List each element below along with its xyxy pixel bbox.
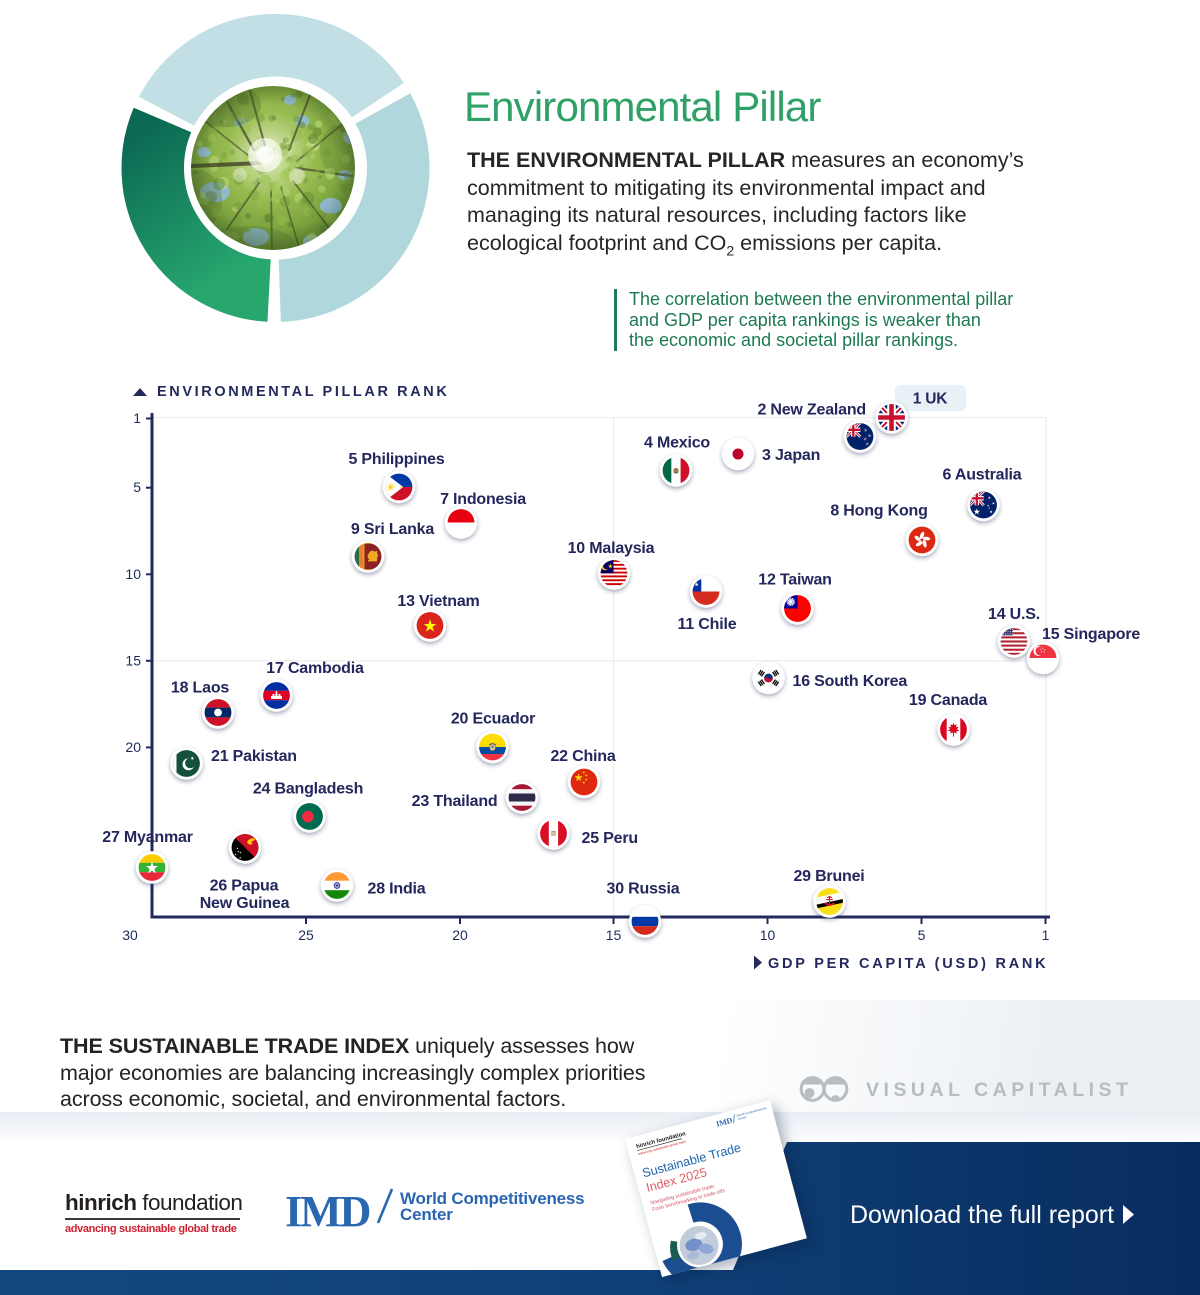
svg-text:16 South Korea: 16 South Korea [793, 673, 908, 690]
svg-text:29 Brunei: 29 Brunei [793, 868, 864, 885]
svg-text:5 Philippines: 5 Philippines [348, 451, 444, 468]
svg-text:15: 15 [125, 652, 141, 668]
svg-text:1: 1 [133, 410, 141, 426]
svg-text:2 New Zealand: 2 New Zealand [757, 402, 866, 419]
svg-text:6 Australia: 6 Australia [942, 467, 1021, 484]
svg-text:22 China: 22 China [550, 748, 615, 765]
svg-text:21 Pakistan: 21 Pakistan [211, 748, 297, 765]
svg-text:27 Myanmar: 27 Myanmar [102, 829, 193, 846]
svg-text:GDP PER CAPITA (USD) RANK: GDP PER CAPITA (USD) RANK [768, 956, 1048, 972]
svg-text:4 Mexico: 4 Mexico [644, 435, 710, 452]
svg-text:18 Laos: 18 Laos [171, 680, 229, 697]
svg-text:25 Peru: 25 Peru [582, 830, 638, 847]
svg-text:ENVIRONMENTAL PILLAR RANK: ENVIRONMENTAL PILLAR RANK [157, 384, 449, 400]
svg-text:20 Ecuador: 20 Ecuador [451, 711, 535, 728]
svg-text:25: 25 [298, 927, 314, 943]
svg-text:11 Chile: 11 Chile [678, 616, 737, 633]
svg-text:Download the full report: Download the full report [850, 1201, 1114, 1229]
svg-text:14 U.S.: 14 U.S. [988, 606, 1040, 623]
svg-text:12 Taiwan: 12 Taiwan [758, 572, 832, 589]
svg-text:1: 1 [1042, 927, 1050, 943]
svg-text:17 Cambodia: 17 Cambodia [266, 660, 364, 677]
svg-text:1 UK: 1 UK [913, 391, 949, 408]
svg-text:10 Malaysia: 10 Malaysia [568, 540, 655, 557]
svg-text:5: 5 [918, 927, 926, 943]
svg-text:8 Hong Kong: 8 Hong Kong [830, 503, 927, 520]
svg-text:9 Sri Lanka: 9 Sri Lanka [351, 521, 434, 538]
svg-text:Center: Center [737, 1115, 747, 1121]
svg-text:13 Vietnam: 13 Vietnam [397, 593, 479, 610]
svg-text:VISUAL CAPITALIST: VISUAL CAPITALIST [866, 1079, 1132, 1101]
svg-text:15: 15 [606, 927, 622, 943]
svg-text:30: 30 [122, 927, 138, 943]
svg-text:20: 20 [452, 927, 468, 943]
svg-text:10: 10 [760, 927, 776, 943]
svg-text:World Competitiveness: World Competitiveness [736, 1106, 767, 1118]
svg-text:15 Singapore: 15 Singapore [1042, 626, 1140, 643]
svg-text:10: 10 [125, 566, 141, 582]
svg-text:26 Papua: 26 Papua [210, 878, 279, 895]
svg-text:19 Canada: 19 Canada [909, 692, 988, 709]
svg-text:30 Russia: 30 Russia [607, 881, 680, 898]
svg-text:20: 20 [125, 739, 141, 755]
svg-text:New Guinea: New Guinea [200, 895, 290, 912]
svg-text:7 Indonesia: 7 Indonesia [440, 491, 526, 508]
svg-text:28 India: 28 India [368, 881, 426, 898]
svg-text:5: 5 [133, 479, 141, 495]
svg-text:IMD: IMD [715, 1116, 733, 1129]
svg-text:3 Japan: 3 Japan [762, 447, 820, 464]
svg-text:24 Bangladesh: 24 Bangladesh [253, 781, 363, 798]
svg-text:23 Thailand: 23 Thailand [412, 793, 498, 810]
